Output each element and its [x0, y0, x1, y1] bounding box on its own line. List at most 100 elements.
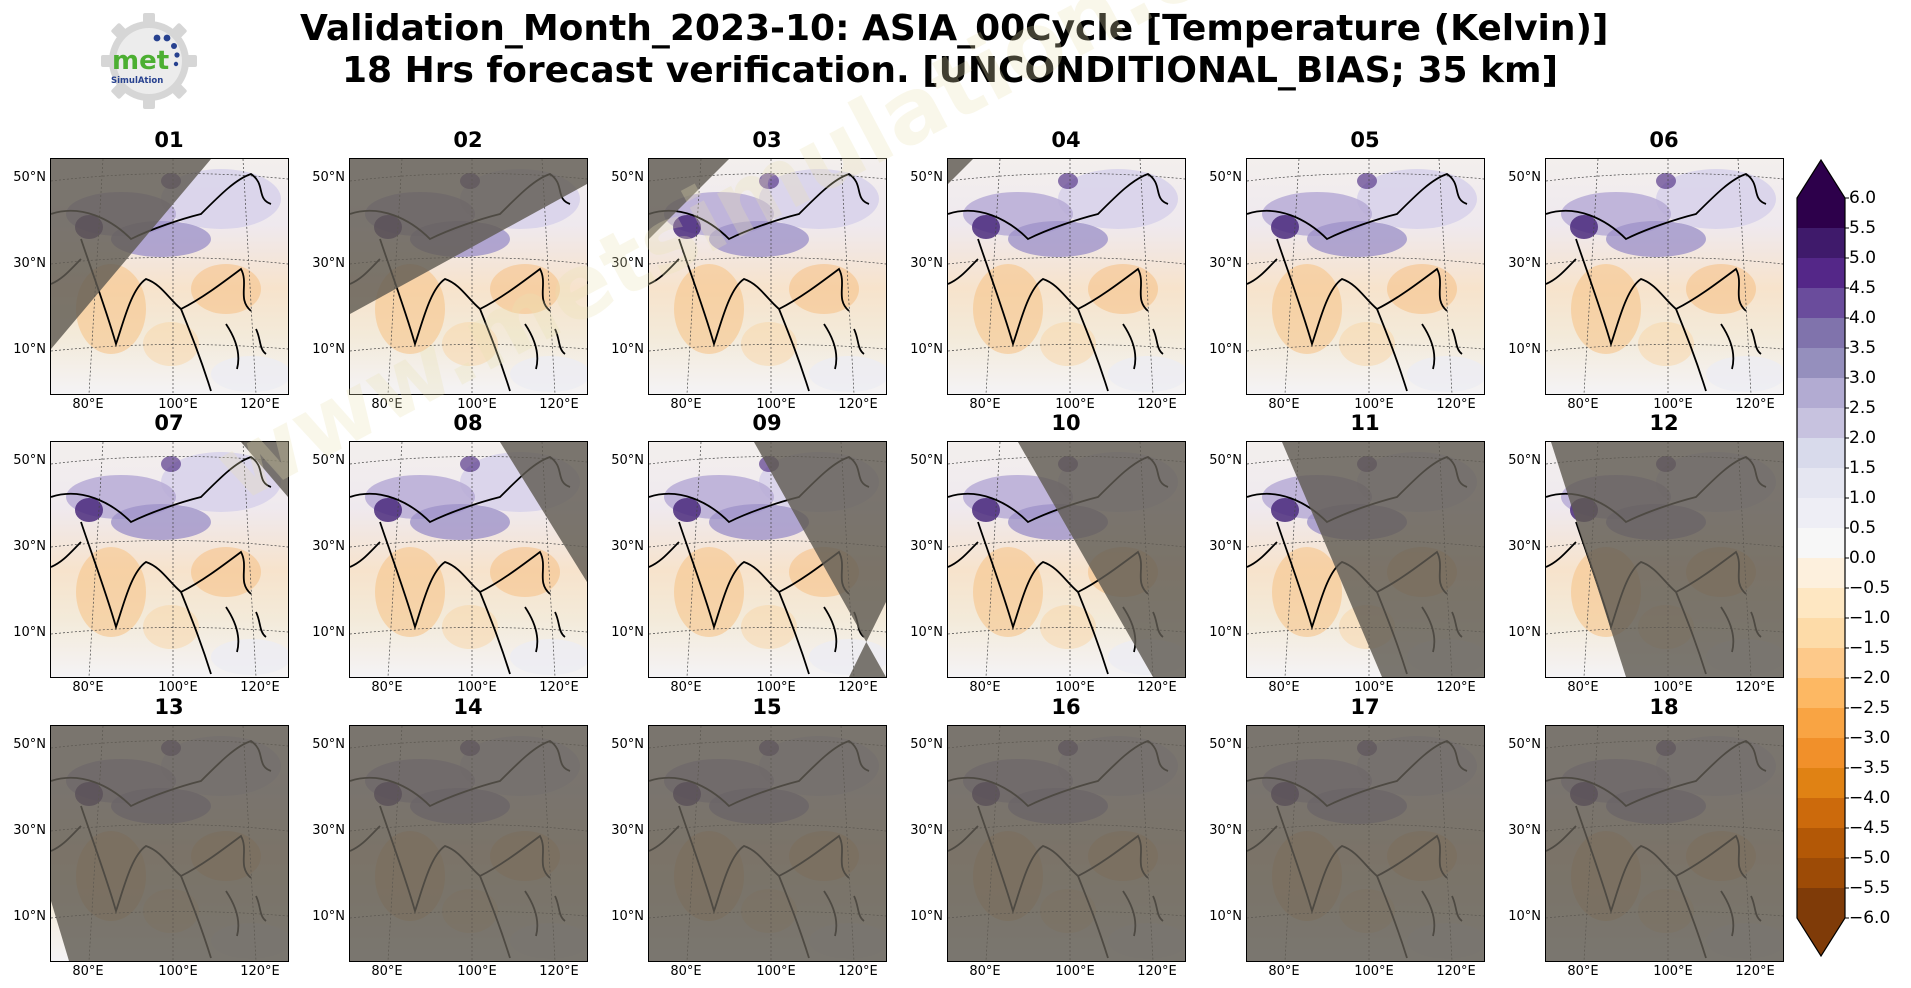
bias-blob [674, 547, 744, 637]
no-data-shading [51, 726, 288, 961]
colorbar-tick-label: −6.0 [1849, 908, 1891, 928]
bias-blob [191, 547, 261, 597]
lat-tick-label: 50°N [312, 170, 345, 185]
lat-tick-label: 50°N [1209, 170, 1242, 185]
lat-tick-label: 50°N [312, 453, 345, 468]
coastline [51, 173, 272, 392]
lon-tick-label: 80°E [1268, 680, 1300, 695]
no-data-shading [1551, 442, 1783, 677]
lat-tick-label: 50°N [1209, 737, 1242, 752]
bias-blob [1088, 264, 1158, 314]
colorbar-segment [1797, 228, 1845, 259]
colorbar-segment [1797, 558, 1845, 589]
colorbar-segment [1797, 618, 1845, 649]
bias-blob [410, 504, 510, 540]
lat-tick-label: 10°N [312, 909, 345, 924]
map-panel [648, 158, 887, 395]
lat-tick-label: 10°N [1508, 909, 1541, 924]
lon-tick-label: 100°E [1354, 964, 1394, 979]
lon-tick-label: 80°E [1268, 964, 1300, 979]
title-line-2: 18 Hrs forecast verification. [UNCONDITI… [341, 50, 1559, 91]
lat-tick-label: 30°N [1508, 823, 1541, 838]
no-data-shading [500, 442, 587, 582]
lon-tick-label: 100°E [1653, 397, 1693, 412]
lon-tick-label: 100°E [1055, 680, 1095, 695]
lon-tick-label: 100°E [457, 397, 497, 412]
map-panel [1545, 441, 1784, 678]
bias-blob [191, 264, 261, 314]
lat-tick-label: 30°N [13, 256, 46, 271]
bias-blob [510, 356, 587, 392]
lon-tick-label: 120°E [539, 964, 579, 979]
bias-blob [1339, 322, 1395, 366]
lat-tick-label: 30°N [312, 256, 345, 271]
panel-title: 04 [1051, 128, 1081, 152]
lat-tick-label: 30°N [312, 539, 345, 554]
bias-blob [1656, 169, 1776, 229]
bias-blob [673, 498, 701, 522]
bias-blob [1686, 264, 1756, 314]
gear-logo-icon: met SimulAtion [101, 13, 197, 109]
colorbar-tick-label: 4.0 [1849, 308, 1877, 328]
no-data-shading [649, 726, 886, 961]
lon-tick-label: 100°E [1055, 964, 1095, 979]
bias-blob [789, 264, 859, 314]
graticule [1247, 442, 1484, 677]
panel-title: 18 [1649, 695, 1679, 719]
map-canvas [51, 442, 288, 677]
lon-tick-label: 80°E [371, 680, 403, 695]
lon-tick-label: 80°E [72, 964, 104, 979]
colorbar-segment [1797, 588, 1845, 619]
colorbar-segment [1797, 288, 1845, 319]
lon-tick-label: 120°E [1436, 680, 1476, 695]
lat-tick-label: 10°N [13, 342, 46, 357]
bias-blob [1606, 221, 1706, 257]
bias-blob [143, 322, 199, 366]
no-data-shading [1247, 726, 1484, 961]
bias-blob [1271, 498, 1299, 522]
colorbar-segment [1797, 468, 1845, 499]
lon-tick-label: 100°E [1354, 680, 1394, 695]
colorbar-tick-label: 2.0 [1849, 428, 1877, 448]
bias-blob [1357, 169, 1477, 229]
map-panel [648, 441, 887, 678]
map-panel [349, 725, 588, 962]
map-canvas [649, 726, 886, 961]
bias-blob [375, 547, 445, 637]
bias-blob [972, 498, 1000, 522]
lat-tick-label: 30°N [1508, 539, 1541, 554]
graticule [649, 159, 886, 394]
bias-blob [1008, 221, 1108, 257]
lat-tick-label: 50°N [611, 737, 644, 752]
colorbar-tick-label: 6.0 [1849, 188, 1877, 208]
panel-title: 14 [453, 695, 483, 719]
lat-tick-label: 50°N [1508, 170, 1541, 185]
colorbar-tick-label: −3.0 [1849, 728, 1891, 748]
lat-tick-label: 10°N [611, 342, 644, 357]
colorbar-tick-label: −4.5 [1849, 818, 1891, 838]
colorbar-tick-label: 4.5 [1849, 278, 1877, 298]
lon-tick-label: 120°E [1735, 680, 1775, 695]
colorbar-segment [1797, 648, 1845, 679]
bias-blob [972, 215, 1000, 239]
no-data-shading [649, 159, 729, 239]
panel-title: 12 [1649, 411, 1679, 435]
lat-tick-label: 10°N [1209, 909, 1242, 924]
panel-title: 10 [1051, 411, 1081, 435]
bias-blob [1387, 264, 1457, 314]
lat-tick-label: 30°N [13, 539, 46, 554]
panel-title: 13 [154, 695, 184, 719]
bias-blob [143, 605, 199, 649]
colorbar-tick-label: −5.0 [1849, 848, 1891, 868]
map-panel [1545, 725, 1784, 962]
panel-title: 05 [1350, 128, 1380, 152]
bias-blob [1058, 173, 1078, 189]
no-data-shading [1282, 442, 1484, 677]
lon-tick-label: 80°E [371, 397, 403, 412]
no-data-shading [350, 726, 587, 961]
no-data-shading [948, 726, 1185, 961]
colorbar-tick-label: −0.5 [1849, 578, 1891, 598]
panel-title: 09 [752, 411, 782, 435]
lat-tick-label: 10°N [910, 625, 943, 640]
graticule [948, 442, 1185, 677]
